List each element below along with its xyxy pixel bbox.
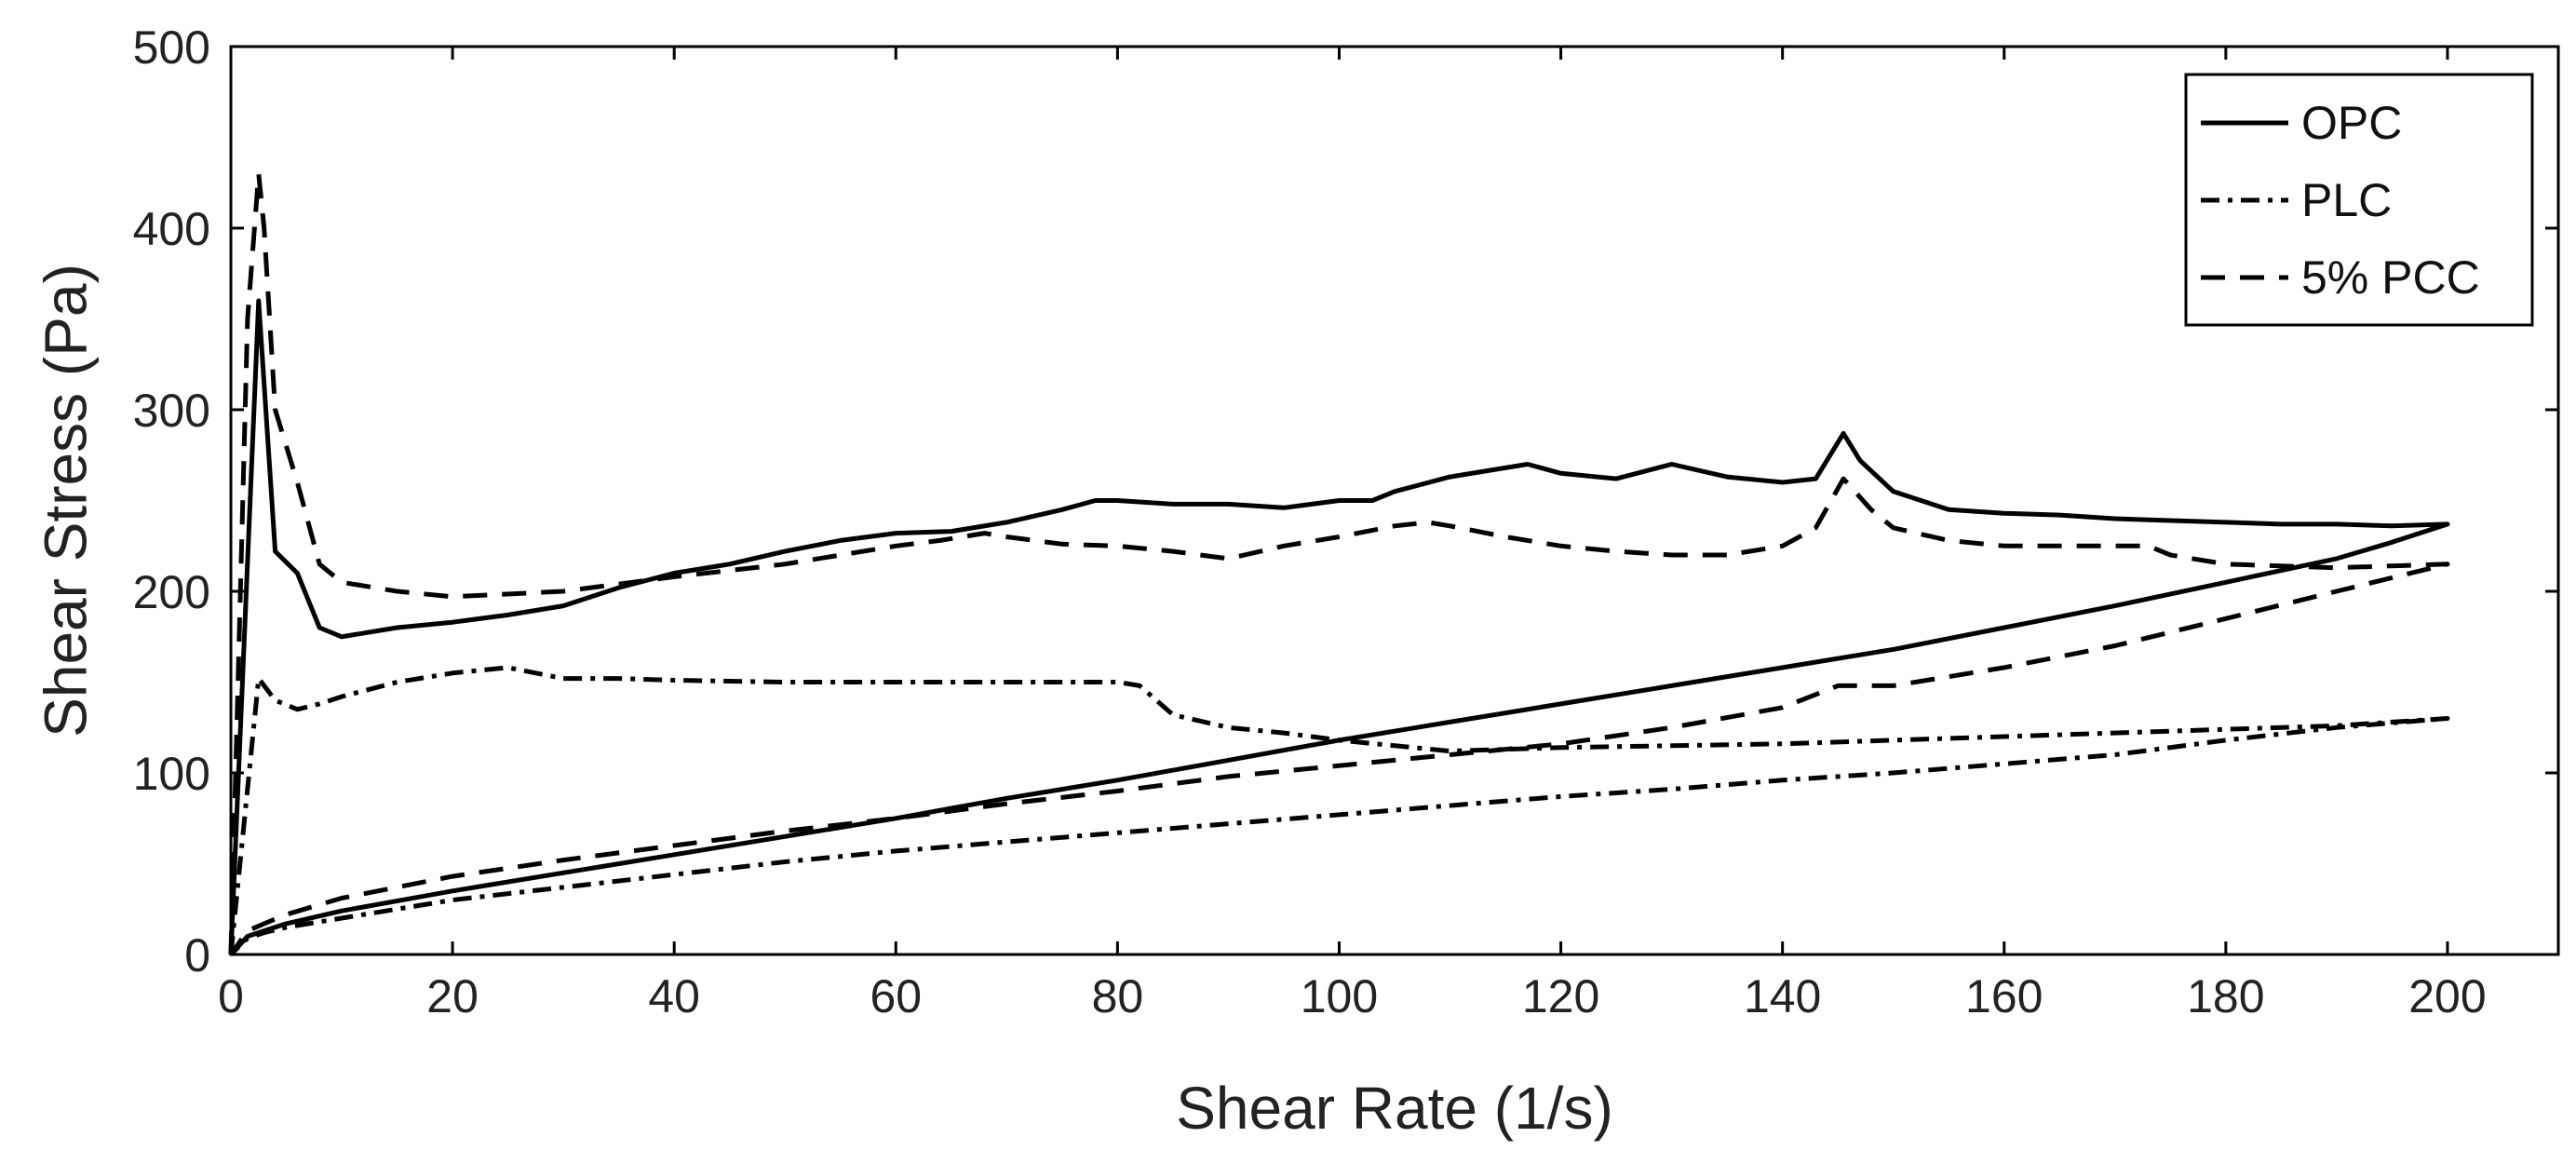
legend-label: 5% PCC (2301, 251, 2480, 304)
axis-ticks: 0 20 40 60 80 100 120 140 160 180 200 0 100 200 300 400… (133, 21, 2558, 1022)
x-tick-label: 60 (870, 970, 922, 1022)
x-tick-label: 0 (218, 970, 244, 1022)
series-line-5-pcc (228, 171, 2450, 956)
legend-label: PLC (2301, 174, 2392, 226)
y-tick-label: 300 (133, 385, 210, 437)
plot-area-frame (229, 45, 2560, 956)
x-tick-label: 140 (1744, 970, 1821, 1022)
x-tick-label: 20 (426, 970, 479, 1022)
y-axis-title: Shear Stress (Pa) (32, 264, 99, 738)
series-line-plc (228, 665, 2450, 956)
x-tick-label: 180 (2187, 970, 2264, 1022)
data-series (228, 171, 2450, 956)
x-tick-label: 80 (1092, 970, 1144, 1022)
y-tick-label: 100 (133, 748, 210, 800)
y-tick-label: 500 (133, 21, 210, 74)
x-tick-label: 120 (1522, 970, 1599, 1022)
x-tick-label: 40 (648, 970, 700, 1022)
x-tick-label: 160 (1965, 970, 2043, 1022)
y-tick-label: 400 (133, 203, 210, 255)
series-line-opc (228, 298, 2450, 956)
y-tick-label: 200 (133, 566, 210, 618)
legend-label: OPC (2301, 97, 2402, 149)
x-tick-label: 100 (1301, 970, 1378, 1022)
y-tick-label: 0 (184, 929, 210, 981)
x-tick-label: 200 (2408, 970, 2486, 1022)
x-axis-title: Shear Rate (1/s) (1176, 1075, 1613, 1142)
legend: OPC PLC 5% PCC (2184, 73, 2534, 327)
